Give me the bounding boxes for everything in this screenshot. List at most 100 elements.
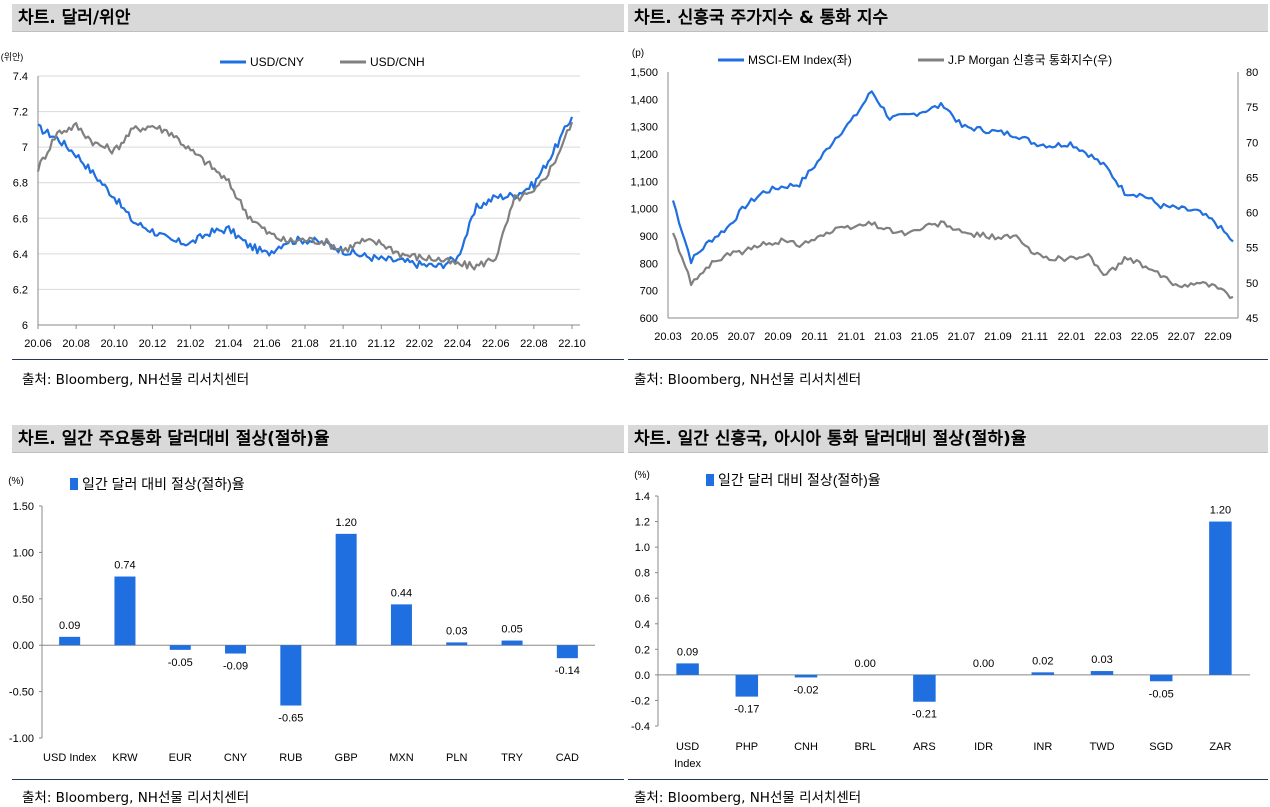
chart4-category-label: USD xyxy=(676,741,699,753)
chart4-y-tick: 1.2 xyxy=(635,517,650,529)
chart3-category-label: PLN xyxy=(446,752,467,764)
chart3-bar-try xyxy=(501,640,523,646)
chart4-data-label: 0.02 xyxy=(1032,655,1053,667)
chart1-x-tick: 20.08 xyxy=(62,338,90,350)
em-asia-currency-bar-chart: (%) 1.4 1.2 1.0 0.8 0.6 0.4 0.2 0.0 -0.2 -0.4 0.09 U… xyxy=(631,470,1250,770)
chart4-category-label: TWD xyxy=(1089,741,1114,753)
chart4-data-label: 0.00 xyxy=(854,658,875,670)
chart1-x-tick: 22.10 xyxy=(558,338,586,350)
chart3-bar-pln xyxy=(446,642,468,646)
chart2-y-tick: 600 xyxy=(640,313,658,325)
chart4-category-label: IDR xyxy=(974,741,993,753)
chart2-x-tick: 21.09 xyxy=(984,331,1012,343)
chart1-legend-label: USD/CNH xyxy=(370,55,425,69)
chart1-series-line-usd-cny xyxy=(37,116,574,270)
chart4-bar-sgd xyxy=(1149,674,1173,682)
chart4-category-label: ZAR xyxy=(1209,741,1231,753)
chart2-x-tick: 20.05 xyxy=(691,331,719,343)
chart2-legend-label: MSCI-EM Index(좌) xyxy=(748,53,852,67)
chart2-x-tick: 22.07 xyxy=(1168,331,1196,343)
chart2-y-tick: 1,400 xyxy=(630,94,658,106)
chart1-x-tick: 21.12 xyxy=(368,338,396,350)
chart4-y-unit: (%) xyxy=(634,470,650,481)
chart3-data-label: -0.14 xyxy=(555,665,580,677)
chart3-data-label: 0.44 xyxy=(391,587,412,599)
chart2-y-tick: 900 xyxy=(640,231,658,243)
chart3-data-label: 0.03 xyxy=(446,625,467,637)
chart2-x-tick: 22.09 xyxy=(1204,331,1232,343)
chart4-bar-usd-index xyxy=(676,663,699,675)
chart3-data-label: 0.05 xyxy=(501,624,522,636)
chart4-data-label: -0.21 xyxy=(912,709,937,721)
chart3-category-label: CNY xyxy=(224,752,248,764)
chart2-y2-tick: 80 xyxy=(1246,67,1258,79)
chart4-bar-twd xyxy=(1090,671,1114,675)
chart1-legend-label: USD/CNY xyxy=(250,55,304,69)
chart1-y-unit: (위안) xyxy=(1,52,24,62)
chart2-x-tick: 20.03 xyxy=(654,331,682,343)
chart2-x-tick: 21.03 xyxy=(874,331,902,343)
chart2-y-tick: 700 xyxy=(640,286,658,298)
chart1-y-tick: 6 xyxy=(22,320,28,332)
chart2-x-tick: 21.01 xyxy=(838,331,866,343)
chart3-source: 출처: Bloomberg, NH선물 리서치센터 xyxy=(22,790,250,806)
chart4-y-tick: 1.4 xyxy=(635,491,650,503)
chart4-divider xyxy=(628,779,1268,780)
chart2-y2-tick: 60 xyxy=(1246,208,1258,220)
chart2-y2-tick: 70 xyxy=(1246,137,1258,149)
chart3-data-label: -0.65 xyxy=(278,713,303,725)
chart4-y-tick: 0.0 xyxy=(635,670,650,682)
chart3-data-label: -0.05 xyxy=(168,657,193,669)
chart2-legend-label: J.P Morgan 신흥국 통화지수(우) xyxy=(948,53,1112,67)
chart4-category-label: CNH xyxy=(794,741,818,753)
chart4-category-label: BRL xyxy=(854,741,875,753)
chart4-y-tick: 1.0 xyxy=(635,542,650,554)
chart1-x-tick: 20.06 xyxy=(24,338,52,350)
chart3-divider xyxy=(12,779,624,780)
chart1-x-tick: 22.08 xyxy=(520,338,548,350)
chart3-legend-swatch xyxy=(70,478,78,490)
chart4-y-tick: 0.8 xyxy=(635,568,650,580)
chart3-y-tick: -1.00 xyxy=(9,733,34,745)
chart4-data-label: -0.05 xyxy=(1149,688,1174,700)
chart3-title: 차트. 일간 주요통화 달러대비 절상(절하)율 xyxy=(12,425,624,453)
chart2-x-tick: 21.05 xyxy=(911,331,939,343)
chart4-data-label: 0.03 xyxy=(1091,654,1112,666)
em-index-line-chart: (p) 600 700 800 900 1,000 1,100 1,200 1,300 1,400… xyxy=(630,48,1258,343)
chart2-x-tick: 21.07 xyxy=(948,331,976,343)
chart2-y-tick: 1,300 xyxy=(630,122,658,134)
chart1-x-tick: 22.04 xyxy=(444,338,472,350)
chart3-bar-cny xyxy=(225,645,247,654)
chart2-series-line-jpm-em-fx xyxy=(671,220,1234,299)
chart2-y-unit: (p) xyxy=(632,48,644,59)
chart2-x-tick: 20.07 xyxy=(728,331,756,343)
chart3-bar-mxn xyxy=(390,604,412,646)
chart3-category-label: USD Index xyxy=(43,752,97,764)
chart1-x-tick: 21.04 xyxy=(215,338,243,350)
chart2-y2-tick: 65 xyxy=(1246,172,1258,184)
chart3-data-label: 0.74 xyxy=(114,560,135,572)
chart4-y-tick: 0.6 xyxy=(635,593,650,605)
chart1-x-tick: 22.06 xyxy=(482,338,510,350)
chart4-category-label: SGD xyxy=(1149,741,1173,753)
chart2-y2-tick: 75 xyxy=(1246,102,1258,114)
chart2-x-tick: 22.05 xyxy=(1131,331,1159,343)
chart1-y-tick: 6.4 xyxy=(13,249,28,261)
chart3-y-tick: -0.50 xyxy=(9,687,34,699)
chart1-series-line-usd-cnh xyxy=(36,121,574,271)
chart3-y-tick: 0.50 xyxy=(13,594,34,606)
chart4-category-label: PHP xyxy=(735,741,758,753)
chart4-data-label: 1.20 xyxy=(1210,505,1231,517)
chart2-x-tick: 21.11 xyxy=(1021,331,1048,343)
chart1-y-tick: 7.2 xyxy=(13,107,28,119)
chart4-y-tick: -0.2 xyxy=(631,695,650,707)
chart2-x-tick: 20.11 xyxy=(801,331,828,343)
chart1-y-tick: 7.4 xyxy=(13,71,28,83)
chart4-bar-inr xyxy=(1031,672,1055,675)
chart3-category-label: CAD xyxy=(556,752,579,764)
chart2-y-tick: 1,000 xyxy=(630,204,658,216)
chart2-y-tick: 1,100 xyxy=(630,176,658,188)
chart1-y-tick: 6.2 xyxy=(13,284,28,296)
chart3-category-label: GBP xyxy=(335,752,358,764)
chart4-legend-label: 일간 달러 대비 절상(절하)율 xyxy=(718,472,881,488)
